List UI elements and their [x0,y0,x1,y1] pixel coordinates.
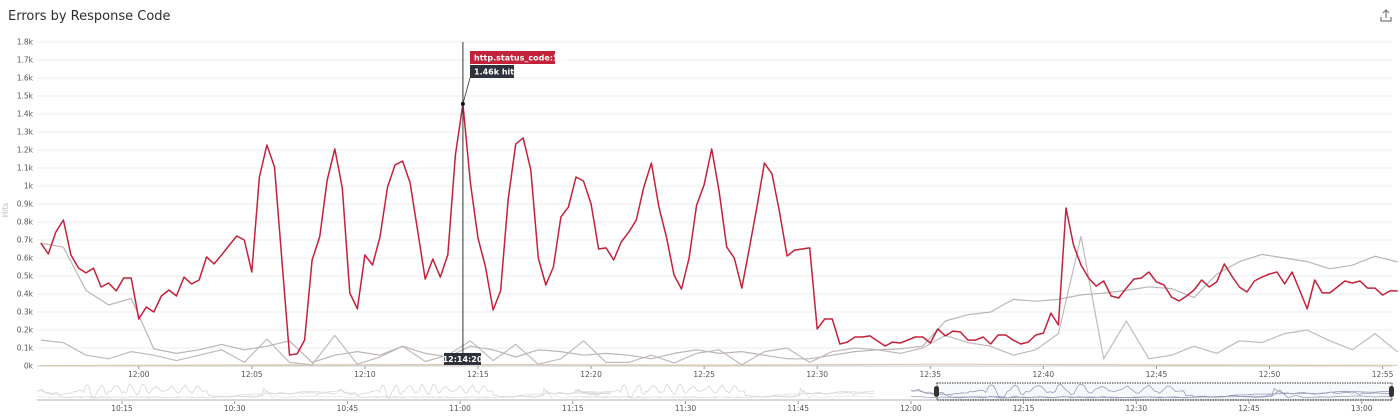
navigator-tick-label: 12:00 [900,404,922,413]
tooltip-series-value: 500 [553,54,568,63]
tooltip-time-box [444,353,481,365]
series-line-2[interactable] [40,235,1399,366]
navigator-tick-label: 10:15 [111,404,133,413]
y-tick-label: 0.2k [17,326,34,335]
navigator-axis: 10:15 10:30 10:45 11:00 11:15 11:30 11:45 12:00… [111,401,1373,413]
x-tick-label: 12:25 [693,370,715,379]
widget-title: Errors by Response Code [8,9,171,24]
gridlines [37,41,1392,367]
navigator-tick-label: 12:15 [1013,404,1035,413]
y-tick-label: 0.8k [17,218,34,227]
series-line-500[interactable] [40,103,1398,356]
y-tick-label: 1k [24,182,34,191]
navigator-line [573,389,875,399]
y-axis: 0k 0.1k 0.2k 0.3k 0.4k 0.5k 0.6k 0.7k 0.8k 0.9k 1k… [17,38,34,371]
y-tick-label: 1.4k [17,110,34,119]
navigator-handle-left[interactable] [934,386,939,397]
navigator-line [573,383,874,398]
x-tick-label: 12:20 [580,370,602,379]
series-group[interactable] [40,103,1399,367]
navigator-line [36,389,338,399]
y-tick-label: 1.5k [17,92,34,101]
hovered-point [460,101,465,106]
x-tick-label: 12:30 [806,370,828,379]
navigator-tick-label: 11:00 [449,404,471,413]
tooltip-value-box [470,65,514,78]
tooltip-time: 12:14:20 [443,355,483,364]
navigator-overview [36,383,1393,399]
y-tick-label: 1.7k [17,56,34,65]
tooltip-series-box [470,51,555,64]
navigator-tick-label: 12:30 [1125,404,1147,413]
y-tick-label: 0.1k [17,344,34,353]
navigator-handle-right[interactable] [1389,386,1394,397]
y-tick-label: 1.6k [17,74,34,83]
y-tick-label: 1.1k [17,164,34,173]
export-icon[interactable] [1379,9,1393,23]
navigator-line [910,383,1392,398]
tooltip-connector [462,77,471,105]
navigator-tick-label: 11:30 [675,404,697,413]
x-tick-label: 12:05 [241,370,263,379]
x-tick-label: 12:15 [467,370,489,379]
time-navigator[interactable]: 10:15 10:30 10:45 11:00 11:15 11:30 11:45 12:00… [36,382,1394,413]
y-tick-label: 0.5k [17,272,34,281]
navigator-tick-label: 10:45 [337,404,359,413]
x-tick-label: 12:00 [128,370,150,379]
navigator-line [910,389,1393,399]
tooltip-value: 1.46k hits [474,68,519,77]
hover-tooltip: http.status_code:500 1.46k hits 12:14:20 [443,42,568,365]
series-line-1[interactable] [40,242,1398,363]
x-tick-label: 12:55 [1372,370,1394,379]
navigator-tick-label: 12:45 [1238,404,1260,413]
navigator-line [336,389,612,399]
y-tick-label: 0.6k [17,254,34,263]
navigator-line [36,383,337,398]
x-tick-label: 12:10 [354,370,376,379]
x-axis: 12:00 12:05 12:10 12:15 12:20 12:25 12:30 12:35… [128,366,1394,379]
navigator-track [37,399,1392,401]
y-tick-label: 0.7k [17,236,34,245]
tooltip-series: http.status_code:500 [474,54,568,63]
navigator-selection[interactable] [936,382,1393,401]
x-tick-label: 12:45 [1146,370,1168,379]
tooltip-series-key: http.status_code: [474,54,553,63]
navigator-tick-label: 11:45 [787,404,809,413]
y-tick-label: 0k [24,362,34,371]
y-tick-label: 1.3k [17,128,34,137]
y-tick-label: 0.9k [17,200,34,209]
y-tick-label: 1.8k [17,38,34,47]
navigator-line [336,383,611,398]
navigator-tick-label: 13:00 [1351,404,1373,413]
y-tick-label: 0.3k [17,308,34,317]
x-tick-label: 12:40 [1033,370,1055,379]
series-line-3[interactable] [40,363,1398,367]
navigator-tick-label: 11:15 [562,404,584,413]
navigator-tick-label: 10:30 [224,404,246,413]
y-tick-label: 1.2k [17,146,34,155]
y-tick-label: 0.4k [17,290,34,299]
x-tick-label: 12:50 [1259,370,1281,379]
y-axis-label: Hits [1,203,10,218]
x-tick-label: 12:35 [919,370,941,379]
